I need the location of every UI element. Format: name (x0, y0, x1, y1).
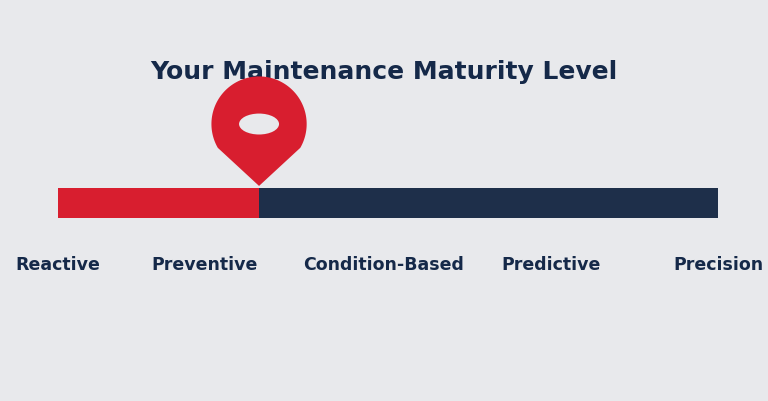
Bar (58, 188, 259, 219)
Text: Preventive: Preventive (152, 256, 258, 273)
Text: Precision: Precision (673, 256, 763, 273)
Text: Predictive: Predictive (502, 256, 601, 273)
Polygon shape (211, 77, 306, 186)
Bar (259, 188, 718, 219)
Text: Your Maintenance Maturity Level: Your Maintenance Maturity Level (151, 60, 617, 84)
Text: Condition-Based: Condition-Based (303, 256, 465, 273)
Text: Reactive: Reactive (15, 256, 100, 273)
Circle shape (239, 114, 279, 135)
